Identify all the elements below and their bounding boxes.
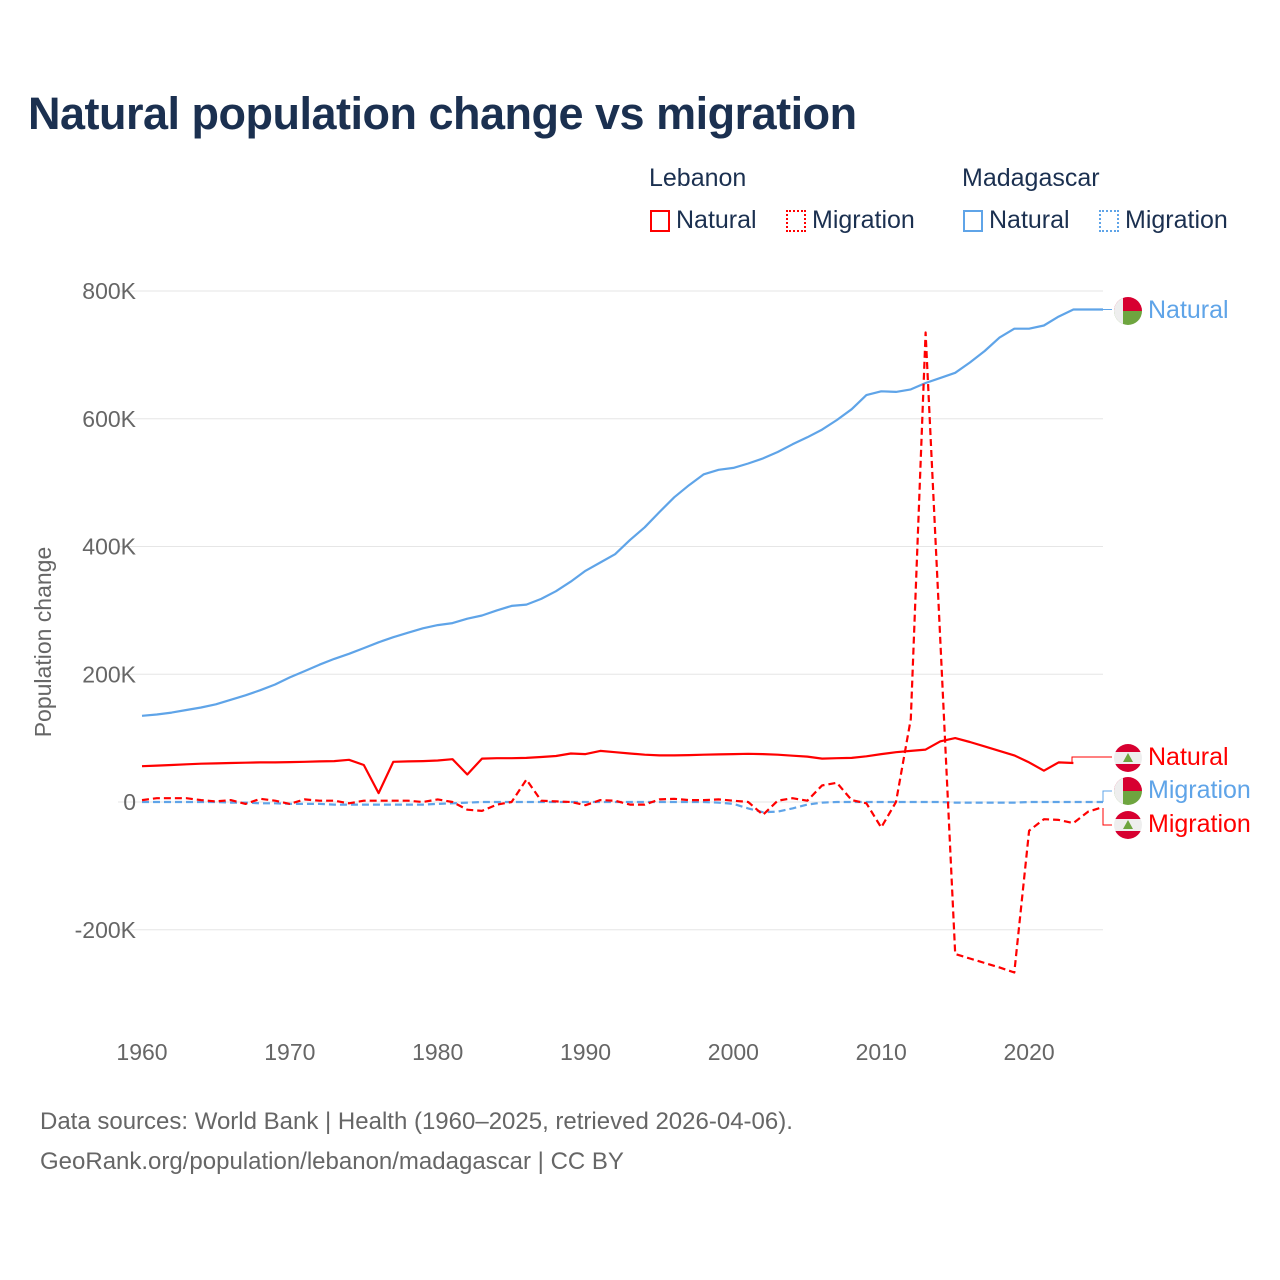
lebanon-flag-icon <box>1114 810 1142 839</box>
y-tick-label: 200K <box>82 661 136 687</box>
x-tick-label: 2000 <box>708 1039 759 1065</box>
chart-title: Natural population change vs migration <box>28 88 857 139</box>
madagascar-flag-icon <box>1114 296 1142 325</box>
legend-swatch-dotted <box>1099 209 1119 232</box>
x-tick-label: 1970 <box>264 1039 315 1065</box>
x-tick-label: 2010 <box>856 1039 907 1065</box>
legend-madagascar-migration[interactable]: Migration <box>1099 206 1228 235</box>
legend-group-madagascar: Madagascar <box>962 164 1100 192</box>
legend-lebanon-natural[interactable]: Natural <box>650 206 757 235</box>
legend-lebanon-migration[interactable]: Migration <box>786 206 915 235</box>
x-tick-label: 2020 <box>1003 1039 1054 1065</box>
legend-label: Natural <box>989 206 1070 234</box>
y-tick-label: -200K <box>75 917 137 943</box>
connector-lebanon-migration <box>1102 808 1112 826</box>
end-label-madagascar-natural: Natural <box>1114 296 1229 325</box>
end-label-text: Natural <box>1148 296 1229 324</box>
lebanon-flag-icon <box>1114 743 1142 772</box>
x-tick-label: 1960 <box>116 1039 167 1065</box>
end-label-madagascar-migration: Migration <box>1114 776 1251 805</box>
legend-swatch-solid <box>963 209 983 232</box>
connector-madagascar-migration <box>1102 790 1112 802</box>
legend-swatch-dotted <box>786 209 806 232</box>
legend-madagascar-natural[interactable]: Natural <box>963 206 1070 235</box>
series-line-lebanon-natural <box>141 737 1074 795</box>
end-label-text: Migration <box>1148 810 1251 838</box>
legend-label: Migration <box>1125 206 1228 234</box>
connector-lebanon-natural <box>1071 756 1112 764</box>
end-label-lebanon-natural: Natural <box>1114 743 1229 772</box>
x-tick-label: 1990 <box>560 1039 611 1065</box>
x-tick-label: 1980 <box>412 1039 463 1065</box>
footer-link[interactable]: GeoRank.org/population/lebanon/madagasca… <box>40 1148 624 1175</box>
madagascar-flag-icon <box>1114 776 1142 805</box>
series-line-lebanon-migration <box>141 331 1104 974</box>
legend-swatch-solid <box>650 209 670 232</box>
legend-label: Migration <box>812 206 915 234</box>
series-line-madagascar-natural <box>141 308 1103 717</box>
legend-group-lebanon: Lebanon <box>649 164 747 192</box>
y-axis-label: Population change <box>30 547 56 738</box>
series-line-madagascar-migration <box>142 800 1103 814</box>
legend-label: Natural <box>676 206 757 234</box>
end-label-text: Migration <box>1148 776 1251 804</box>
footer-sources: Data sources: World Bank | Health (1960–… <box>40 1108 793 1135</box>
end-label-lebanon-migration: Migration <box>1114 810 1251 839</box>
y-tick-label: 0 <box>123 789 136 815</box>
end-label-text: Natural <box>1148 743 1229 771</box>
y-tick-label: 600K <box>82 406 136 432</box>
y-tick-label: 800K <box>82 278 136 304</box>
y-tick-label: 400K <box>82 534 136 560</box>
